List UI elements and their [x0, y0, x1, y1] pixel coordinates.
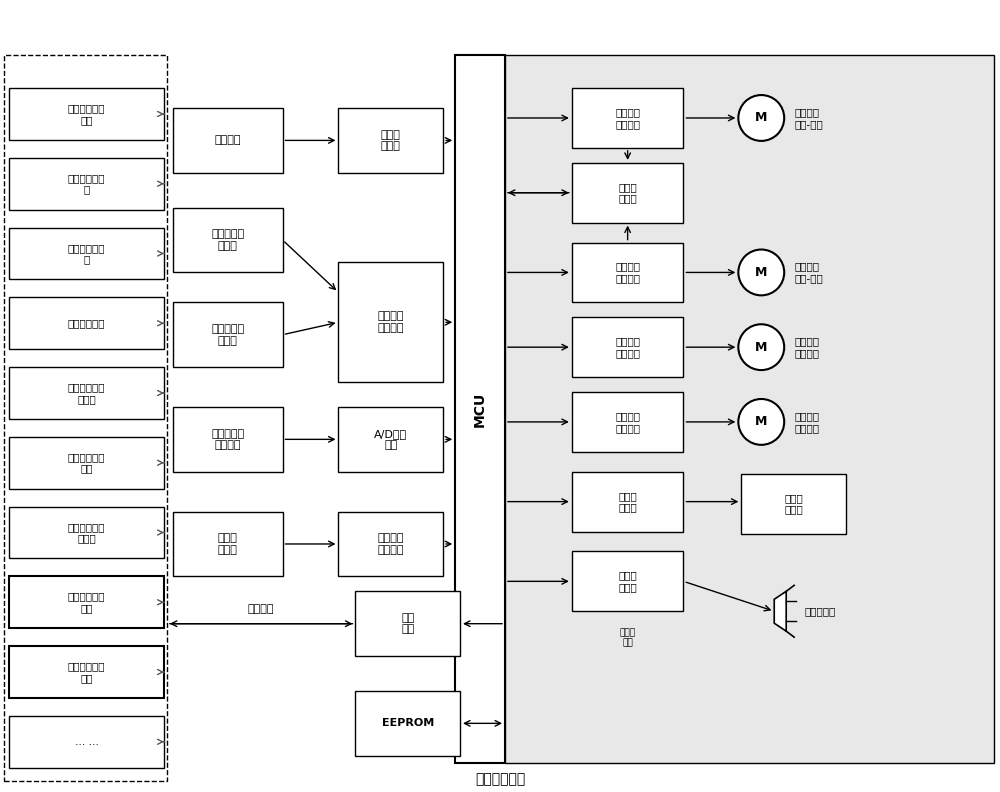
Text: 开关信号
检测电路: 开关信号 检测电路 — [378, 311, 404, 333]
FancyBboxPatch shape — [338, 108, 443, 173]
FancyBboxPatch shape — [9, 716, 164, 767]
FancyBboxPatch shape — [9, 297, 164, 349]
FancyBboxPatch shape — [338, 407, 443, 472]
Text: 背门门锁
解锁电机: 背门门锁 解锁电机 — [794, 411, 819, 432]
Text: A/D检测
电路: A/D检测 电路 — [374, 428, 407, 450]
FancyBboxPatch shape — [9, 646, 164, 698]
Text: 电流检
测电路: 电流检 测电路 — [618, 182, 637, 204]
FancyBboxPatch shape — [9, 88, 164, 140]
Text: EEPROM: EEPROM — [382, 718, 434, 729]
FancyBboxPatch shape — [338, 262, 443, 382]
FancyBboxPatch shape — [9, 437, 164, 489]
Text: 环境温度识别
单元: 环境温度识别 单元 — [68, 661, 105, 683]
Text: M: M — [755, 266, 767, 279]
FancyBboxPatch shape — [505, 55, 994, 763]
Text: 变速箱档位识
别单元: 变速箱档位识 别单元 — [68, 383, 105, 404]
FancyBboxPatch shape — [9, 227, 164, 280]
FancyBboxPatch shape — [741, 474, 846, 534]
Circle shape — [738, 95, 784, 141]
FancyBboxPatch shape — [173, 208, 283, 272]
Text: 内置蜂
鸣器: 内置蜂 鸣器 — [620, 628, 636, 648]
Text: 车速检测单元: 车速检测单元 — [68, 318, 105, 328]
Text: 驻车状态识别
单元: 驻车状态识别 单元 — [68, 452, 105, 474]
Text: 遥控钥匙识别
单元: 遥控钥匙识别 单元 — [68, 103, 105, 125]
Text: 背门用户开
关信号: 背门用户开 关信号 — [211, 229, 244, 251]
FancyBboxPatch shape — [572, 318, 683, 377]
Text: 背门电机
驱动电路: 背门电机 驱动电路 — [615, 261, 640, 284]
Circle shape — [738, 399, 784, 445]
Polygon shape — [774, 592, 786, 631]
FancyBboxPatch shape — [355, 592, 460, 656]
Text: 背门门锁开
关信号: 背门门锁开 关信号 — [211, 324, 244, 345]
FancyBboxPatch shape — [9, 158, 164, 210]
Text: 脚踢传感器单
元: 脚踢传感器单 元 — [68, 242, 105, 265]
Text: MCU: MCU — [473, 391, 487, 427]
FancyBboxPatch shape — [338, 512, 443, 577]
Text: 电源管
理电路: 电源管 理电路 — [381, 130, 401, 151]
Text: M: M — [755, 341, 767, 354]
Circle shape — [738, 249, 784, 295]
Text: 外置蜂鸣器: 外置蜂鸣器 — [804, 606, 835, 616]
FancyBboxPatch shape — [572, 163, 683, 223]
Text: 背门驱动
电机-右侧: 背门驱动 电机-右侧 — [794, 261, 823, 284]
FancyBboxPatch shape — [572, 551, 683, 611]
Text: 背门控制单元: 背门控制单元 — [475, 773, 525, 786]
Text: 背门防夹传
感器信号: 背门防夹传 感器信号 — [211, 428, 244, 450]
FancyBboxPatch shape — [572, 472, 683, 531]
Text: 门锁电机
驱动电路: 门锁电机 驱动电路 — [615, 337, 640, 358]
FancyBboxPatch shape — [572, 242, 683, 303]
FancyBboxPatch shape — [455, 55, 505, 763]
Text: 背门门锁
上锁电机: 背门门锁 上锁电机 — [794, 337, 819, 358]
Text: 霍尔信号
检测电路: 霍尔信号 检测电路 — [378, 533, 404, 554]
FancyBboxPatch shape — [173, 108, 283, 173]
FancyBboxPatch shape — [173, 512, 283, 577]
Text: 转向灯控制单
元: 转向灯控制单 元 — [68, 173, 105, 195]
FancyBboxPatch shape — [9, 367, 164, 419]
Text: 门锁电机
驱动电路: 门锁电机 驱动电路 — [615, 411, 640, 432]
Text: 车身网络: 车身网络 — [248, 604, 274, 614]
Text: 通信
电路: 通信 电路 — [401, 613, 414, 634]
FancyBboxPatch shape — [173, 407, 283, 472]
Text: … …: … … — [75, 737, 99, 747]
FancyBboxPatch shape — [9, 577, 164, 628]
Text: 中控状态识别
单元: 中控状态识别 单元 — [68, 592, 105, 613]
FancyBboxPatch shape — [572, 392, 683, 451]
Text: 背门驱动
电机-左侧: 背门驱动 电机-左侧 — [794, 107, 823, 129]
Text: 发动机状态识
别单元: 发动机状态识 别单元 — [68, 522, 105, 543]
Text: 车身电瓶: 车身电瓶 — [215, 135, 241, 146]
Text: 背门电机
驱动电路: 背门电机 驱动电路 — [615, 107, 640, 129]
FancyBboxPatch shape — [355, 691, 460, 756]
Text: 背门霍
尔单元: 背门霍 尔单元 — [784, 493, 803, 515]
Text: M: M — [755, 112, 767, 124]
Text: 背门霍
尔信号: 背门霍 尔信号 — [218, 533, 238, 554]
FancyBboxPatch shape — [572, 88, 683, 148]
Text: 霍尔驱
动电路: 霍尔驱 动电路 — [618, 491, 637, 512]
FancyBboxPatch shape — [9, 507, 164, 558]
FancyBboxPatch shape — [173, 303, 283, 367]
Circle shape — [738, 324, 784, 370]
Text: 警示驱
动电路: 警示驱 动电路 — [618, 570, 637, 592]
Text: M: M — [755, 416, 767, 428]
